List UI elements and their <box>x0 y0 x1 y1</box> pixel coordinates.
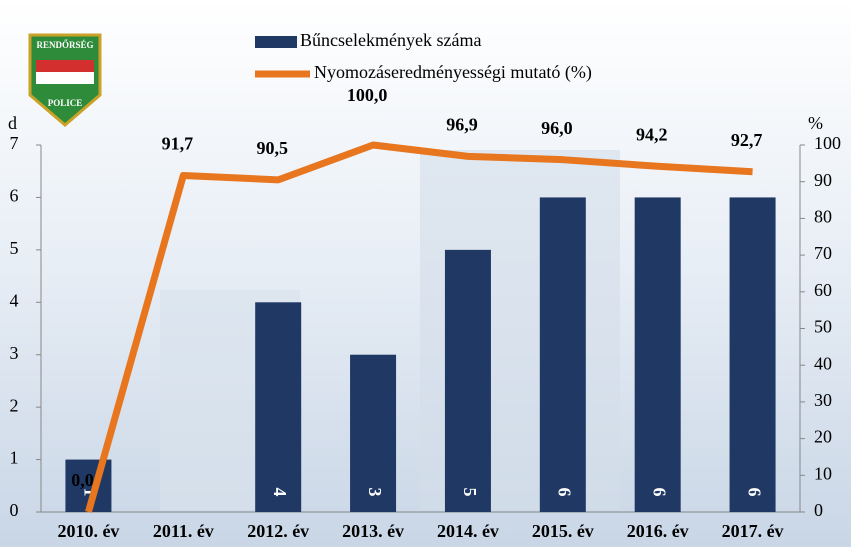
chart: RENDŐRSÉG POLICE d % 0123456701020304050… <box>0 0 851 547</box>
y-tick-label: 6 <box>10 186 19 206</box>
x-tick-label: 2012. év <box>247 521 309 541</box>
y-tick-label: 7 <box>10 133 19 153</box>
x-tick-label: 2011. év <box>153 521 214 541</box>
x-tick-label: 2010. év <box>57 521 119 541</box>
bar <box>255 302 301 512</box>
y-tick-label: 0 <box>10 500 19 520</box>
bar-label: 4 <box>270 488 290 497</box>
legend-label: Bűncselekmények száma <box>300 30 481 50</box>
line-label: 100,0 <box>347 85 388 105</box>
y2-tick-label: 10 <box>814 463 832 483</box>
logo-text: POLICE <box>48 98 83 108</box>
line-label: 91,7 <box>162 134 194 154</box>
bar <box>540 197 586 512</box>
line-label: 90,5 <box>256 138 288 158</box>
y-axis-title: d <box>8 113 17 133</box>
bar-label: 3 <box>365 488 385 497</box>
logo-text: RENDŐRSÉG <box>36 40 93 50</box>
y2-tick-label: 40 <box>814 353 832 373</box>
bar <box>730 197 776 512</box>
y2-tick-label: 90 <box>814 170 832 190</box>
line-label: 94,2 <box>636 124 668 144</box>
y2-tick-label: 70 <box>814 243 832 263</box>
y-tick-label: 5 <box>10 238 19 258</box>
x-tick-label: 2016. év <box>627 521 689 541</box>
legend-swatch <box>255 36 297 48</box>
y2-tick-label: 60 <box>814 280 832 300</box>
y2-tick-label: 20 <box>814 427 832 447</box>
line-label: 92,7 <box>731 130 763 150</box>
bar-label: 5 <box>460 488 480 497</box>
x-tick-label: 2014. év <box>437 521 499 541</box>
bar <box>635 197 681 512</box>
line-label: 0,0 <box>71 470 94 490</box>
bar-label: 6 <box>555 488 575 497</box>
line-label: 96,0 <box>541 118 573 138</box>
x-tick-label: 2017. év <box>722 521 784 541</box>
y-tick-label: 4 <box>10 290 19 310</box>
line-label: 96,9 <box>446 115 478 135</box>
y-tick-label: 2 <box>10 395 19 415</box>
bar-label: 6 <box>650 488 670 497</box>
y2-axis-title: % <box>808 113 823 133</box>
x-tick-label: 2013. év <box>342 521 404 541</box>
y2-tick-label: 80 <box>814 207 832 227</box>
x-tick-label: 2015. év <box>532 521 594 541</box>
y2-tick-label: 0 <box>814 500 823 520</box>
y2-tick-label: 100 <box>814 133 841 153</box>
y2-tick-label: 50 <box>814 317 832 337</box>
bar <box>445 250 491 512</box>
bar-label: 6 <box>744 488 764 497</box>
y-tick-label: 3 <box>10 343 19 363</box>
y2-tick-label: 30 <box>814 390 832 410</box>
y-tick-label: 1 <box>10 448 19 468</box>
legend-label: Nyomozáseredményességi mutató (%) <box>314 62 592 83</box>
